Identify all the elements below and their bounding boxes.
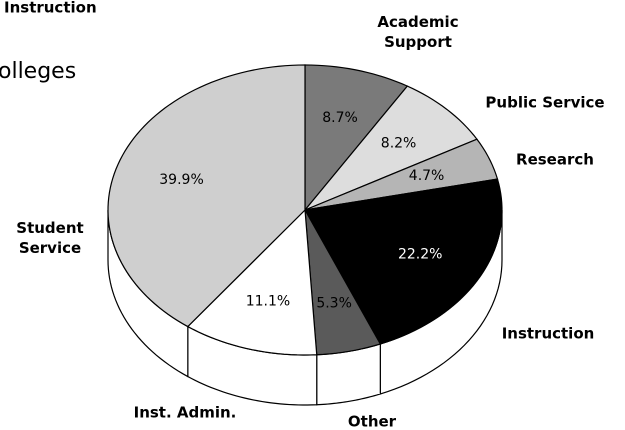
pie-slice (107, 64, 306, 328)
value-label: 8.7% (322, 110, 358, 126)
value-label: 8.2% (381, 136, 417, 152)
value-label: 11.1% (246, 294, 290, 310)
pie-slice (304, 85, 478, 211)
category-label: Academic Support (377, 13, 458, 51)
category-label: Public Service (485, 94, 604, 112)
category-label: Other (348, 413, 397, 430)
pie-slice (304, 138, 499, 211)
value-label: 39.9% (159, 172, 203, 188)
value-label: 22.2% (398, 246, 442, 262)
pie-slice (304, 178, 503, 345)
category-label: Research (516, 151, 594, 169)
pie-slice (186, 208, 318, 356)
value-label: 4.7% (409, 168, 445, 184)
pie-slice (304, 64, 409, 212)
value-label: 5.3% (316, 295, 352, 311)
category-label: Instruction (502, 325, 595, 343)
chart-title: olleges (0, 59, 76, 84)
category-label: Student Service (16, 219, 83, 257)
pie-slice (304, 209, 382, 356)
category-label: Inst. Admin. (134, 404, 237, 422)
header-text: Instruction (4, 0, 97, 17)
